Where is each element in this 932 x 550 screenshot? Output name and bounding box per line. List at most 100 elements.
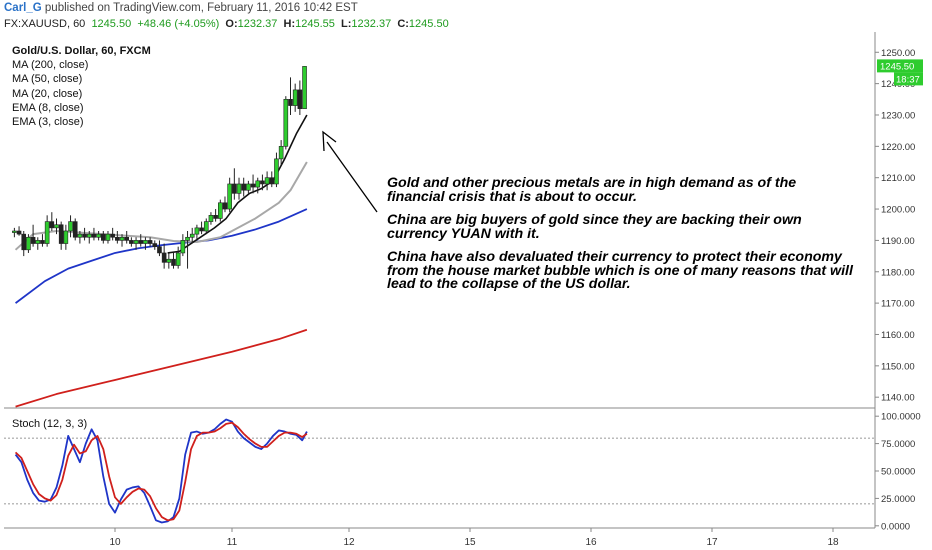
candle-body [157, 246, 162, 254]
candle-body [152, 243, 158, 247]
axis-layer: 1140.00 1150.00 1160.00 1170.00 1180.00 1190.… [109, 48, 923, 548]
countdown-tag [894, 72, 923, 86]
stoch-tick-label: 50.0000 [881, 467, 915, 478]
candle-body [30, 236, 36, 244]
candle-body [44, 221, 50, 244]
price-chart[interactable]: 1140.00 1150.00 1160.00 1170.00 1180.00 1190.… [0, 32, 932, 550]
annotation-text: Gold and other precious metals are in hi… [387, 175, 857, 302]
high-label: H: [283, 18, 296, 30]
candle-body [91, 233, 97, 238]
candles-layer [12, 66, 307, 269]
stoch-tick-label: 25.0000 [881, 494, 915, 505]
candle-body [101, 233, 106, 241]
low-label: L: [341, 18, 352, 30]
candle-body [278, 146, 284, 160]
candle-body [133, 240, 139, 244]
candle-body [227, 183, 232, 210]
time-tick-label: 12 [343, 537, 355, 548]
candle-body [180, 240, 186, 254]
candle-body [110, 233, 115, 238]
price-tick-label: 1190.00 [881, 236, 915, 247]
open-value: 1232.37 [237, 18, 278, 30]
annotation-arrow [322, 130, 378, 213]
candle-body [208, 215, 214, 222]
time-tick-label: 10 [109, 537, 121, 548]
ma200-line [15, 328, 308, 408]
price-tick-label: 1250.00 [881, 48, 915, 59]
countdown-tag-text: 18:37 [896, 74, 920, 85]
close-value: 1245.50 [408, 18, 449, 30]
candle-body [302, 66, 307, 110]
candle-body [58, 224, 64, 244]
stoch-tick-label: 100.0000 [881, 412, 921, 423]
stoch-tick-label: 0.0000 [881, 521, 910, 532]
candle-body [222, 202, 228, 210]
moving-averages-layer [14, 114, 308, 408]
candle-body [171, 258, 176, 266]
candle-body [203, 221, 209, 232]
last-price-tag-text: 1245.50 [880, 61, 914, 72]
candle-body [86, 233, 92, 238]
candle-body [232, 183, 237, 194]
candle-body [115, 236, 120, 241]
candle-body [161, 252, 167, 263]
candle-body [96, 233, 101, 238]
candle-body [26, 236, 31, 251]
candle-body [288, 99, 293, 106]
last-price-tag [877, 59, 923, 73]
time-tick-label: 15 [464, 537, 476, 548]
price-tick-label: 1210.00 [881, 173, 915, 184]
price-tick-label: 1230.00 [881, 110, 915, 121]
price-tick-label: 1150.00 [881, 361, 915, 372]
time-tick-label: 17 [706, 537, 718, 548]
candle-body [63, 230, 69, 244]
time-tick-label: 11 [227, 537, 238, 548]
low-value: 1232.37 [351, 18, 392, 30]
last-price: 1245.50 [91, 18, 132, 30]
candle-body [236, 183, 242, 194]
author-name[interactable]: Carl_G [4, 2, 42, 14]
candle-body [82, 233, 87, 238]
candle-body [283, 99, 289, 147]
candle-body [260, 180, 265, 185]
price-tick-label: 1170.00 [881, 299, 915, 310]
legend-ma200[interactable]: MA (200, close) [12, 59, 89, 72]
candle-body [194, 227, 200, 235]
annotation-paragraph-3: China have also devaluated their currenc… [387, 249, 853, 292]
time-tick-label: 18 [827, 537, 839, 548]
candle-body [124, 236, 129, 241]
stoch-label[interactable]: Stoch (12, 3, 3) [12, 418, 88, 430]
close-label: C: [397, 18, 409, 30]
chart-legend: Gold/U.S. Dollar, 60, FXCM MA (200, clos… [12, 44, 151, 129]
legend-ema3[interactable]: EMA (3, close) [12, 116, 84, 129]
candle-body [147, 240, 153, 244]
candle-body [274, 158, 279, 185]
candle-body [40, 240, 45, 244]
publish-info: published on TradingView.com, February 1… [41, 2, 358, 14]
legend-ema8[interactable]: EMA (8, close) [12, 101, 84, 114]
legend-ma20[interactable]: MA (20, close) [12, 87, 83, 100]
candle-body [213, 215, 218, 219]
candle-body [12, 230, 17, 233]
candle-body [269, 177, 275, 185]
stochastic-layer [4, 418, 875, 524]
candle-body [185, 236, 190, 241]
candle-body [49, 221, 55, 229]
price-tick-label: 1140.00 [881, 393, 915, 404]
annotation-paragraph-1: Gold and other precious metals are in hi… [387, 175, 797, 205]
price-tick-label: 1220.00 [881, 142, 915, 153]
candle-body [264, 177, 270, 185]
stoch-tick-label: 75.0000 [881, 439, 915, 450]
candle-body [241, 183, 246, 191]
price-change: +48.46 (+4.05%) [137, 18, 220, 30]
stoch-k-line [14, 418, 308, 524]
candle-body [138, 240, 144, 244]
annotation-paragraph-2: China are big buyers of gold since they … [387, 212, 802, 242]
candle-body [297, 89, 303, 110]
legend-ma50[interactable]: MA (50, close) [12, 73, 83, 86]
candle-body [246, 183, 251, 191]
candle-body [68, 221, 73, 232]
candle-body [105, 233, 111, 241]
candle-body [54, 224, 59, 229]
candle-body [21, 233, 27, 251]
